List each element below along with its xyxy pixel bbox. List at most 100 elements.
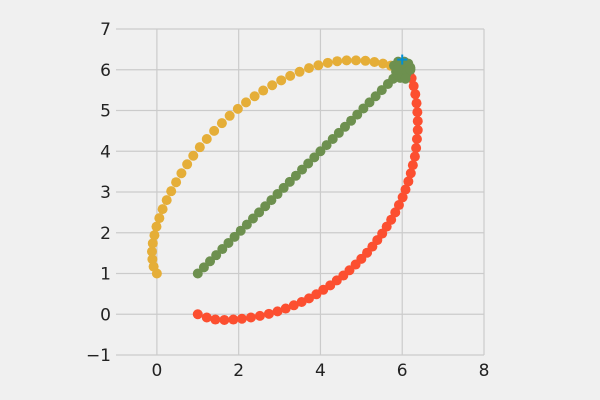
data-point	[294, 66, 305, 77]
data-point	[157, 204, 168, 215]
data-point	[201, 134, 212, 145]
data-point	[254, 207, 265, 218]
data-point	[408, 81, 419, 92]
data-point	[297, 164, 308, 175]
data-point	[198, 262, 209, 273]
data-point	[346, 115, 357, 126]
data-point	[249, 91, 260, 102]
data-point	[393, 200, 404, 211]
data-point	[146, 246, 157, 257]
y-tick-label: 6	[100, 61, 111, 81]
data-point	[288, 300, 299, 311]
data-point	[263, 308, 274, 319]
data-point	[201, 312, 212, 323]
y-tick-label: 5	[100, 102, 111, 122]
data-point	[369, 57, 380, 68]
data-point	[392, 64, 403, 75]
tick-labels: 0 2 4 6 8 −1 0 1 2 3 4 5 6 7	[86, 20, 489, 381]
data-point	[182, 159, 193, 170]
data-point	[228, 314, 239, 325]
data-point	[400, 184, 411, 195]
data-point	[161, 195, 172, 206]
data-point	[276, 75, 287, 86]
data-point	[272, 189, 283, 200]
data-point	[412, 107, 423, 118]
data-point	[209, 125, 220, 136]
y-tick-label: 4	[100, 142, 111, 162]
y-tick-label: −1	[86, 346, 111, 366]
data-point	[386, 214, 397, 225]
data-point	[405, 64, 416, 75]
y-tick-label: 3	[100, 183, 111, 203]
data-point	[341, 55, 352, 66]
data-point	[224, 110, 235, 121]
y-tick-label: 7	[100, 20, 111, 40]
data-point	[267, 80, 278, 91]
data-point	[260, 201, 271, 212]
data-point	[176, 168, 187, 179]
data-point	[241, 219, 252, 230]
data-point	[149, 230, 160, 241]
x-tick-label: 0	[151, 361, 162, 381]
data-point	[405, 168, 416, 179]
y-tick-label: 1	[100, 265, 111, 285]
data-point	[147, 238, 158, 249]
plus-marker	[397, 54, 408, 65]
data-point	[412, 125, 423, 136]
data-point	[205, 256, 216, 267]
data-point	[360, 55, 371, 66]
data-point	[284, 176, 295, 187]
data-point	[166, 186, 177, 197]
y-tick-label: 0	[100, 305, 111, 325]
data-point	[411, 134, 422, 145]
data-point	[313, 60, 324, 71]
data-point	[351, 55, 362, 66]
data-point	[400, 73, 411, 84]
data-point	[409, 151, 420, 162]
data-marks	[146, 54, 423, 325]
data-point	[303, 158, 314, 169]
data-point	[232, 103, 243, 114]
data-point	[303, 63, 314, 74]
data-point	[332, 56, 343, 67]
series-group	[389, 56, 416, 84]
data-point	[315, 146, 326, 157]
data-point	[229, 231, 240, 242]
data-point	[247, 213, 258, 224]
data-point	[339, 121, 350, 132]
data-point	[411, 98, 422, 109]
data-point	[376, 85, 387, 96]
data-point	[378, 58, 389, 69]
data-point	[188, 150, 199, 161]
data-point	[219, 314, 230, 325]
data-point	[333, 127, 344, 138]
data-point	[327, 134, 338, 145]
data-point	[407, 160, 418, 171]
data-point	[151, 221, 162, 232]
series-group	[192, 60, 423, 325]
data-point	[235, 225, 246, 236]
data-point	[192, 309, 203, 320]
data-point	[223, 237, 234, 248]
data-point	[210, 314, 221, 325]
x-tick-label: 8	[479, 361, 490, 381]
data-point	[236, 313, 247, 324]
data-point	[410, 89, 421, 100]
x-tick-label: 4	[315, 361, 326, 381]
data-point	[266, 195, 277, 206]
data-point	[303, 293, 314, 304]
data-point	[352, 109, 363, 120]
data-point	[280, 303, 291, 314]
x-tick-label: 6	[397, 361, 408, 381]
data-point	[171, 177, 182, 188]
data-point	[216, 118, 227, 129]
data-point	[278, 182, 289, 193]
data-point	[285, 70, 296, 81]
data-point	[309, 152, 320, 163]
data-point	[322, 57, 333, 68]
data-point	[411, 142, 422, 153]
data-point	[258, 85, 269, 96]
data-point	[403, 176, 414, 187]
